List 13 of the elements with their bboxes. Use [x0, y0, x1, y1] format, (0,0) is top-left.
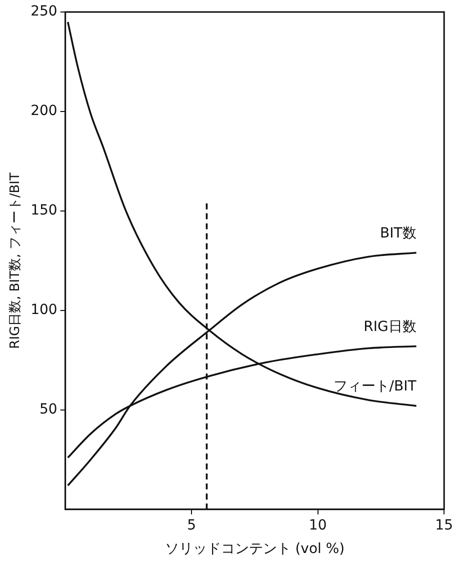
y-tick-label: 100: [30, 302, 58, 318]
y-tick-label: 250: [30, 4, 58, 20]
series-label: RIG日数: [364, 318, 416, 335]
x-tick-label: 5: [187, 517, 196, 534]
series-label: BIT数: [380, 225, 416, 242]
y-tick-label: 200: [30, 103, 58, 120]
x-axis-title: ソリッドコンテント (vol %): [164, 541, 345, 558]
y-axis-title: RIG日数, BIT数, フィート/BIT: [8, 172, 24, 349]
x-tick-label: 10: [308, 517, 327, 534]
y-tick-label: 150: [30, 202, 58, 219]
x-tick-label: 15: [435, 517, 454, 534]
series-label: フィート/BIT: [333, 378, 417, 395]
y-tick-label: 50: [39, 402, 58, 418]
